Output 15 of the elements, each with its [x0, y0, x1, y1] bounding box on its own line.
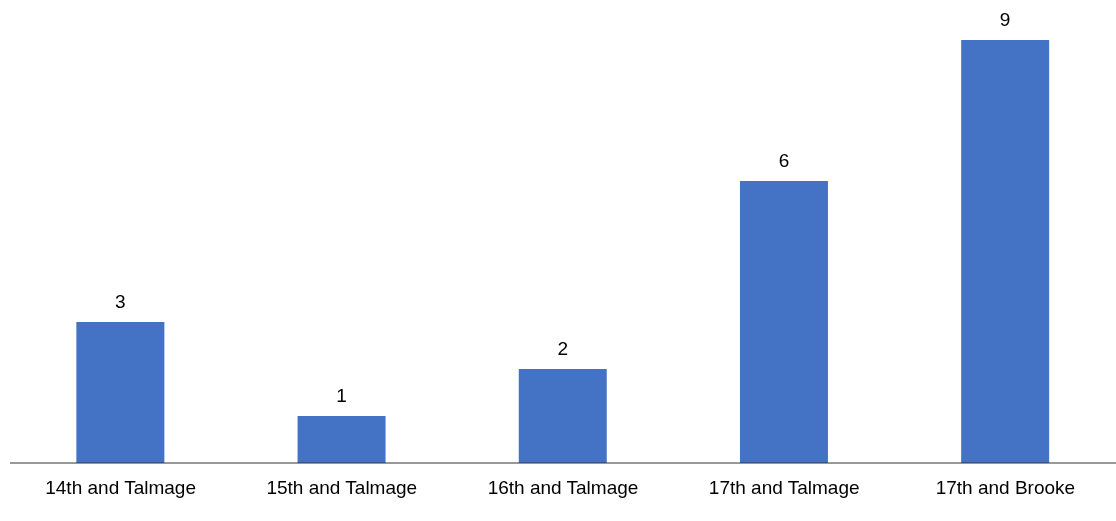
- x-tick-label: 16th and Talmage: [487, 477, 639, 499]
- x-tick-label: 17th and Brooke: [935, 477, 1076, 499]
- bar: [297, 416, 386, 463]
- bar: [76, 322, 165, 463]
- bar: [739, 181, 828, 463]
- x-tick-label: 15th and Talmage: [266, 477, 418, 499]
- data-label: 2: [557, 338, 569, 359]
- bar: [961, 40, 1050, 463]
- data-label: 6: [778, 150, 790, 171]
- data-label: 9: [999, 9, 1011, 30]
- data-label: 3: [115, 291, 126, 312]
- x-tick-label: 17th and Talmage: [708, 477, 860, 499]
- x-tick-label: 14th and Talmage: [45, 477, 196, 499]
- bar: [518, 369, 607, 463]
- data-label: 1: [336, 385, 347, 406]
